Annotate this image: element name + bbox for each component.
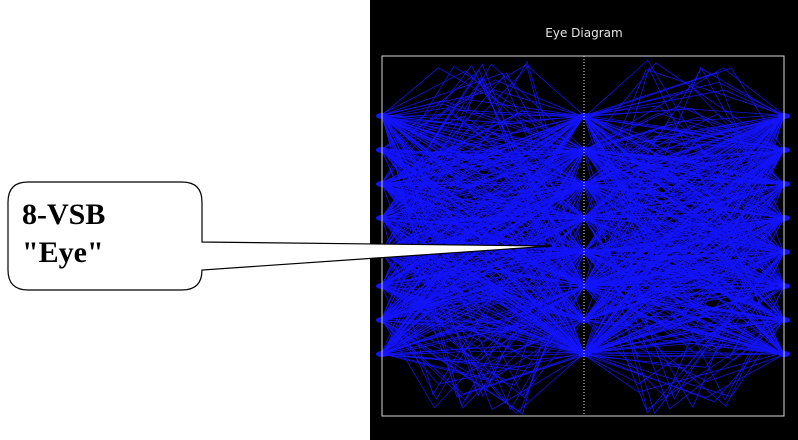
plot-frame <box>381 55 785 417</box>
eye-diagram-panel: Eye Diagram <box>370 0 798 440</box>
eye-traces <box>376 59 790 415</box>
callout-line-1: 8-VSB <box>22 198 106 231</box>
callout-label: 8-VSB "Eye" <box>22 196 212 272</box>
callout-line-2: "Eye" <box>22 236 104 269</box>
symbol-level-crossing <box>578 181 590 187</box>
symbol-level-crossing <box>578 283 590 289</box>
eye-diagram-plot <box>376 55 790 417</box>
eye-diagram-title: Eye Diagram <box>545 26 623 40</box>
callout-bubble <box>7 181 553 291</box>
